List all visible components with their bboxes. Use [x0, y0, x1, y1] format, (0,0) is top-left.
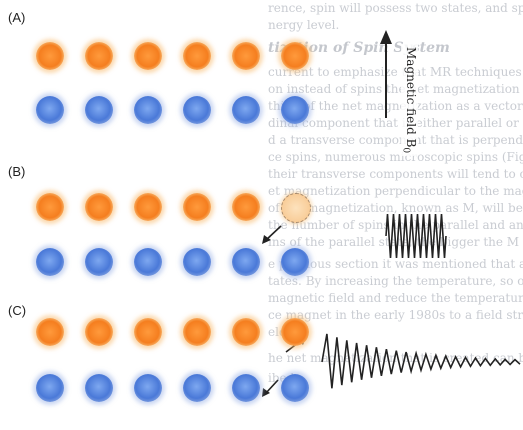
spin-down-particle [134, 96, 162, 124]
rf-pulse-wave-icon [385, 213, 447, 259]
fid-signal-icon [321, 333, 521, 389]
background-text-line: of net magnetization, known as M, will b… [268, 201, 523, 215]
background-text-line: their transverse components will tend to… [268, 167, 523, 181]
spin-up-particle [85, 42, 113, 70]
spin-up-particle [134, 42, 162, 70]
spin-down-particle [134, 374, 162, 402]
background-text-line: ce magnet in the early 1980s to a field … [268, 308, 523, 322]
spin-up-particle [232, 42, 260, 70]
spin-up-particle [232, 318, 260, 346]
spin-down-particle [36, 248, 64, 276]
spin-up-particle [183, 193, 211, 221]
spin-down-particle [281, 96, 309, 124]
transition-arrow-c-lower [262, 379, 279, 397]
spin-up-particle [232, 193, 260, 221]
background-text-line: think of the net magnetization as a vect… [268, 99, 523, 113]
spin-up-particle [281, 42, 309, 70]
spin-up-particle [183, 318, 211, 346]
spin-up-particle [36, 318, 64, 346]
spin-down-particle [281, 374, 309, 402]
spin-down-particle [232, 374, 260, 402]
background-text-line: nergy level. [268, 18, 340, 32]
panel-label-b: (B) [6, 164, 28, 179]
spin-up-particle [281, 318, 309, 346]
panel-label-a: (A) [6, 10, 28, 25]
background-text-line: tates. By increasing the temperature, so… [268, 274, 523, 288]
spin-up-particle [183, 42, 211, 70]
spin-down-particle [232, 96, 260, 124]
spin-up-particle [134, 318, 162, 346]
spin-down-particle [183, 248, 211, 276]
spin-up-particle [85, 318, 113, 346]
spin-up-particle [85, 193, 113, 221]
background-text-line: current to emphasize that MR techniques … [268, 65, 523, 79]
spin-down-particle [85, 248, 113, 276]
background-text-line: the number of spins in the parallel and … [268, 218, 523, 232]
background-text-line: ce spins, numerous microscopic spins (Fi… [268, 150, 523, 164]
background-text-line: d a transverse component that is perpend… [268, 133, 523, 147]
background-text-line: rence, spin will possess two states, and… [268, 1, 523, 15]
transition-arrow-b [262, 225, 282, 244]
spin-down-particle [85, 374, 113, 402]
spin-down-particle [281, 248, 309, 276]
background-text-line: on instead of spins the net magnetizatio… [268, 82, 523, 96]
up-arrow-icon [380, 30, 392, 118]
spin-down-particle [232, 248, 260, 276]
background-text-line: magnetic field and reduce the temperatur… [268, 291, 523, 305]
spin-down-particle [36, 96, 64, 124]
magnetic-field-label: Magnetic field B0 [400, 44, 418, 157]
spin-down-particle [183, 374, 211, 402]
spin-up-particle [134, 193, 162, 221]
spin-up-particle [36, 42, 64, 70]
spin-up-particle [36, 193, 64, 221]
spin-down-particle [85, 96, 113, 124]
background-text-line: dinal component that is either parallel … [268, 116, 523, 130]
background-text-line: e previous section it was mentioned that… [268, 257, 523, 271]
spin-down-particle [36, 374, 64, 402]
transitioning-spin [281, 193, 311, 223]
spin-down-particle [134, 248, 162, 276]
panel-label-c: (C) [6, 303, 29, 318]
background-text-line: et magnetization perpendicular to the ma… [268, 184, 523, 198]
spin-down-particle [183, 96, 211, 124]
